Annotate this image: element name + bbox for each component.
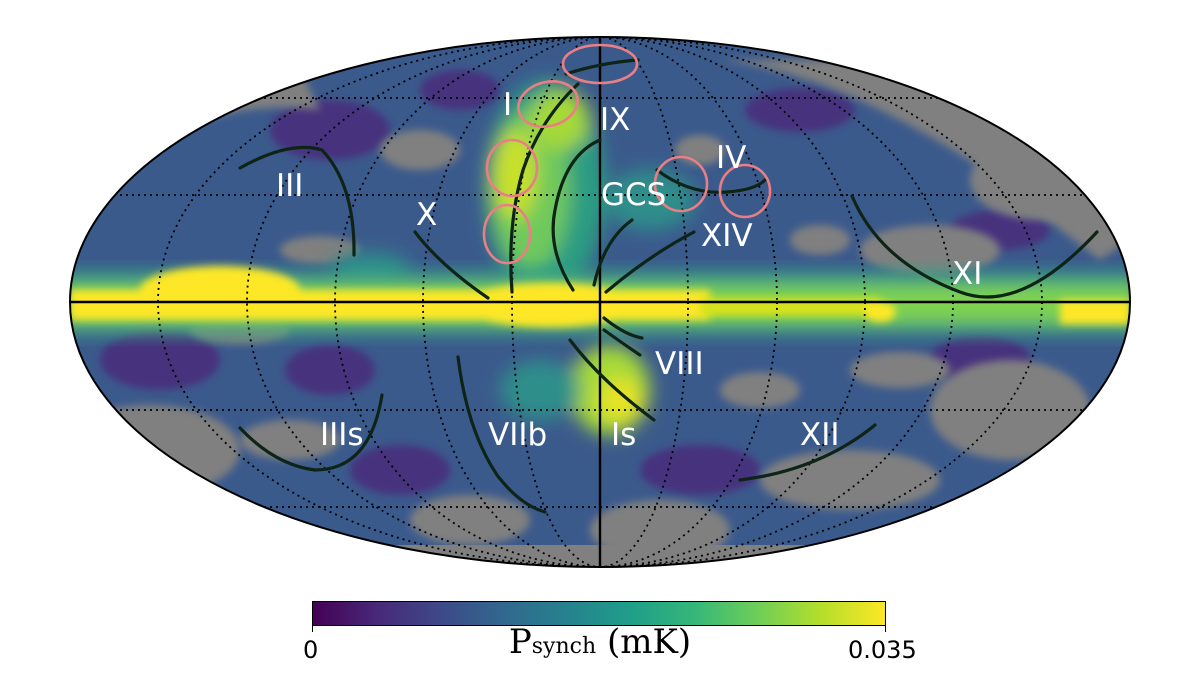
track-VIII-b bbox=[602, 328, 642, 357]
loop-tracks bbox=[238, 58, 1099, 514]
track-inner bbox=[551, 138, 602, 292]
track-IV bbox=[655, 168, 767, 194]
track-Is bbox=[568, 338, 656, 422]
label-XIV: XIV bbox=[701, 218, 753, 254]
colorbar-title-sub: synch bbox=[531, 634, 597, 659]
track-XII bbox=[738, 423, 877, 482]
colorbar-min-label: 0 bbox=[303, 636, 319, 664]
label-GCS: GCS bbox=[601, 177, 666, 213]
colorbar-title-main: P bbox=[508, 622, 532, 662]
label-XII: XII bbox=[800, 417, 840, 453]
track-IX bbox=[564, 58, 640, 76]
track-VIII-a bbox=[602, 316, 644, 340]
label-IV: IV bbox=[716, 140, 746, 176]
colorbar-max-label: 0.035 bbox=[848, 636, 917, 664]
track-XIV bbox=[604, 230, 696, 294]
label-VIII: VIII bbox=[655, 346, 704, 382]
ring-mid-lower bbox=[482, 203, 532, 265]
sky-map: I IX III X GCS IV XIV XI VIII IIIs VIIb … bbox=[69, 36, 1131, 568]
label-III: III bbox=[276, 168, 303, 204]
colorbar-tick-min bbox=[312, 624, 313, 632]
ring-IV-b bbox=[718, 163, 772, 219]
label-Is: Is bbox=[611, 417, 636, 453]
label-IX: IX bbox=[600, 102, 630, 138]
label-XI: XI bbox=[952, 256, 982, 292]
label-IIIs: IIIs bbox=[320, 417, 364, 453]
highlight-circles bbox=[482, 43, 772, 265]
label-I: I bbox=[503, 87, 512, 123]
colorbar bbox=[312, 601, 886, 626]
track-IIIs bbox=[238, 393, 384, 472]
track-X bbox=[413, 230, 490, 300]
track-XI bbox=[850, 194, 1099, 299]
ring-mid-upper bbox=[485, 138, 539, 198]
ring-I bbox=[517, 80, 579, 128]
label-VIIb: VIIb bbox=[488, 417, 547, 453]
track-GCS bbox=[592, 218, 634, 287]
track-III bbox=[238, 145, 356, 257]
colorbar-title: Psynch (mK) bbox=[0, 622, 1200, 662]
ring-IV-a bbox=[653, 155, 709, 213]
reference-axes bbox=[69, 36, 1131, 568]
colorbar-tick-max bbox=[885, 624, 886, 632]
region-labels: I IX III X GCS IV XIV XI VIII IIIs VIIb … bbox=[276, 87, 982, 453]
label-X: X bbox=[416, 197, 437, 233]
ring-top bbox=[561, 43, 639, 85]
track-I bbox=[509, 82, 580, 294]
colorbar-title-unit: (mK) bbox=[596, 622, 692, 662]
track-VIIb bbox=[456, 355, 547, 514]
